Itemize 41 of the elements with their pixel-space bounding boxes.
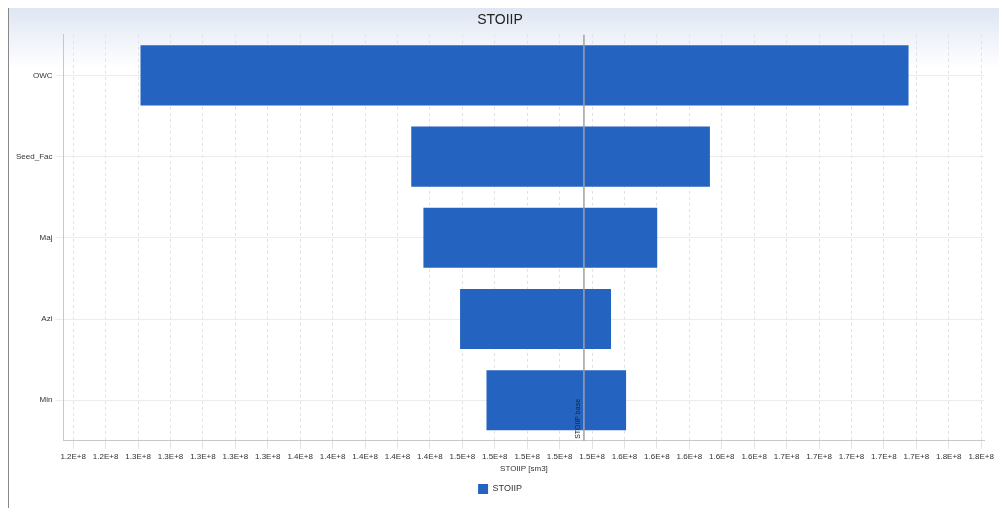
x-tick-label: 1.6E+8	[708, 451, 736, 461]
x-tick-label: 1.6E+8	[676, 451, 703, 461]
x-tick-label: 1.2E+8	[92, 451, 119, 461]
x-tick-label: 1.5E+8	[579, 451, 606, 461]
x-tick-label: 1.7E+8	[838, 451, 865, 461]
x-tick-label: 1.6E+8	[644, 451, 671, 461]
x-tick-label: 1.2E+8	[60, 451, 87, 461]
y-tick-label: OWC	[32, 70, 53, 80]
x-tick-label: 1.8E+8	[968, 451, 995, 461]
y-tick-label: Maj	[39, 233, 53, 242]
x-tick-label: 1.4E+8	[319, 451, 346, 461]
legend-label: STOIIP	[492, 483, 522, 494]
x-tick-label: 1.6E+8	[611, 451, 638, 461]
y-tick-label: Azi	[41, 314, 53, 324]
x-tick-label: 1.8E+8	[935, 451, 963, 461]
x-tick-label: 1.6E+8	[741, 451, 768, 461]
x-tick-label: 1.7E+8	[903, 451, 930, 461]
x-tick-label: 1.3E+8	[222, 451, 249, 461]
x-tick-label: 1.7E+8	[773, 451, 800, 461]
x-tick-label: 1.3E+8	[157, 451, 184, 461]
x-tick-label: 1.4E+8	[287, 451, 314, 461]
x-tick-label: 1.3E+8	[125, 451, 152, 461]
x-tick-label: 1.5E+8	[449, 451, 476, 461]
x-axis-title: STOIIP [sm3]	[500, 464, 548, 474]
bar	[423, 207, 658, 268]
x-tick-label: 1.4E+8	[352, 451, 379, 461]
x-tick-label: 1.3E+8	[254, 451, 282, 461]
x-tick-label: 1.7E+8	[806, 451, 833, 461]
x-tick-label: 1.5E+8	[481, 451, 509, 461]
x-tick-label: 1.4E+8	[384, 451, 411, 461]
chart-title: STOIIP	[477, 11, 523, 28]
x-tick-label: 1.3E+8	[190, 451, 217, 461]
y-tick-label: Seed_Fac	[16, 151, 53, 161]
bar	[411, 126, 710, 187]
x-tick-label: 1.5E+8	[546, 451, 573, 461]
y-tick-label: Min	[39, 395, 53, 405]
bar	[460, 288, 612, 350]
x-tick-label: 1.5E+8	[514, 451, 541, 461]
x-tick-label: 1.7E+8	[871, 451, 898, 461]
bar	[140, 45, 909, 106]
x-tick-label: 1.4E+8	[417, 451, 444, 461]
